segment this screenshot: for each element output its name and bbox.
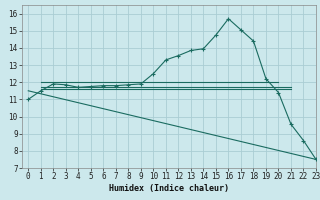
- X-axis label: Humidex (Indice chaleur): Humidex (Indice chaleur): [109, 184, 229, 193]
